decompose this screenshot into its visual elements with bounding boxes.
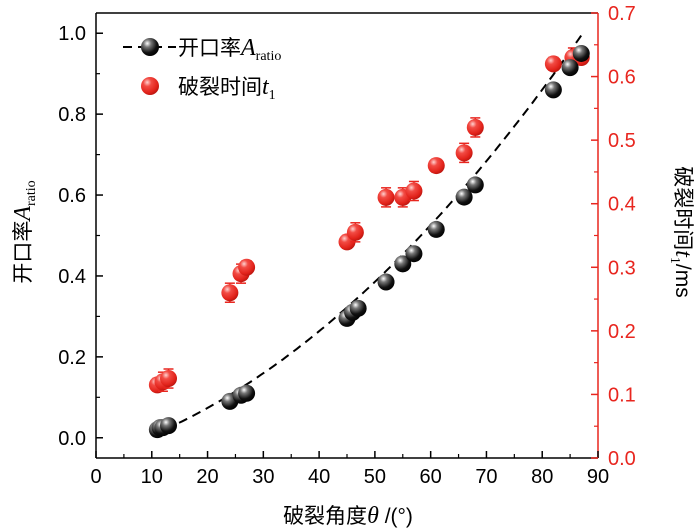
aratio-data-point	[455, 188, 473, 206]
left-y-tick-label: 1.0	[58, 23, 86, 45]
x-tick-label: 70	[475, 466, 497, 488]
left-y-tick-label: 0.0	[58, 428, 86, 450]
x-axis-title: 破裂角度θ /(°)	[283, 503, 413, 529]
legend: 开口率Aratio 破裂时间t1	[123, 35, 281, 103]
right-y-axis-title: 破裂时间t1/ms	[667, 166, 696, 298]
aratio-series-group	[148, 44, 590, 439]
x-tick-label: 80	[531, 466, 553, 488]
aratio-data-point	[405, 245, 423, 263]
x-tick-label: 10	[141, 466, 163, 488]
x-tick-label: 90	[587, 466, 609, 488]
aratio-data-point	[394, 255, 412, 273]
x-axis-ticks: 0 10 20 30 40 50 60 70 80 90	[90, 451, 609, 488]
legend-t1-marker	[141, 77, 159, 95]
legend-t1-label: 破裂时间t1	[178, 74, 276, 103]
right-y-tick-label: 0.0	[608, 448, 636, 470]
left-y-axis-ticks: 0.0 0.2 0.4 0.6 0.8 1.0	[58, 23, 103, 450]
aratio-data-point	[466, 176, 484, 194]
right-y-tick-label: 0.7	[608, 3, 636, 25]
right-y-axis-ticks: 0.0 0.1 0.2 0.3 0.4 0.5 0.6 0.7	[591, 3, 636, 470]
right-y-tick-label: 0.5	[608, 130, 636, 152]
aratio-data-point	[427, 220, 445, 238]
legend-aratio-marker	[141, 38, 159, 56]
t1-data-point	[427, 157, 445, 175]
t1-data-point	[160, 370, 178, 388]
legend-aratio-label: 开口率Aratio	[178, 35, 281, 64]
t1-data-point	[377, 188, 395, 206]
right-y-tick-label: 0.1	[608, 384, 636, 406]
left-y-tick-label: 0.8	[58, 104, 86, 126]
x-tick-label: 20	[196, 466, 218, 488]
t1-data-point	[455, 144, 473, 162]
right-y-tick-label: 0.6	[608, 67, 636, 89]
t1-data-point	[544, 55, 562, 73]
x-tick-label: 40	[308, 466, 330, 488]
x-tick-label: 60	[420, 466, 442, 488]
t1-series-group	[148, 47, 590, 394]
t1-data-point	[221, 284, 239, 302]
aratio-data-point	[544, 81, 562, 99]
right-y-tick-label: 0.3	[608, 257, 636, 279]
x-tick-label: 50	[364, 466, 386, 488]
right-y-tick-label: 0.2	[608, 321, 636, 343]
left-y-axis-title: 开口率Aratio	[10, 180, 39, 283]
aratio-data-point	[572, 44, 590, 62]
aratio-data-point	[160, 417, 178, 435]
aratio-data-point	[377, 273, 395, 291]
t1-data-point	[466, 118, 484, 136]
t1-data-point	[238, 258, 256, 276]
aratio-data-point	[238, 384, 256, 402]
t1-data-point	[405, 182, 423, 200]
x-tick-label: 0	[90, 466, 101, 488]
right-y-tick-label: 0.4	[608, 194, 636, 216]
t1-data-point	[346, 223, 364, 241]
aratio-data-point	[561, 59, 579, 77]
aratio-data-point	[349, 299, 367, 317]
left-y-tick-label: 0.2	[58, 347, 86, 369]
left-y-tick-label: 0.4	[58, 266, 86, 288]
x-tick-label: 30	[252, 466, 274, 488]
left-y-tick-label: 0.6	[58, 185, 86, 207]
